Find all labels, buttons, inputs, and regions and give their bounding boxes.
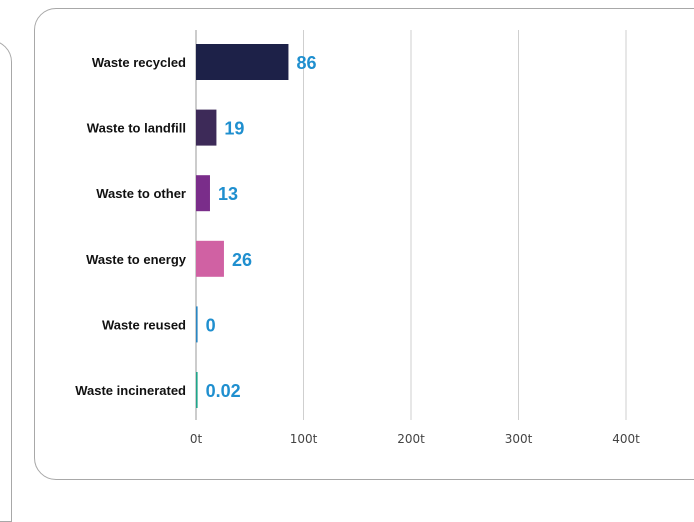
bar-value-label: 13: [218, 184, 238, 204]
x-tick-label: 300t: [505, 432, 533, 446]
gridlines: [195, 30, 627, 420]
value-labels: 86 19 13 26 0 0.02: [206, 53, 317, 401]
category-label: Waste reused: [102, 317, 186, 332]
x-tick-label: 0t: [190, 432, 203, 446]
x-tick-label: 400t: [612, 432, 640, 446]
bar-value-label: 86: [296, 53, 316, 73]
x-tick-label: 200t: [397, 432, 425, 446]
bar: [196, 109, 217, 146]
bar: [196, 240, 224, 277]
bar-value-label: 0: [206, 315, 216, 335]
chart-card: [34, 8, 694, 480]
category-label: Waste recycled: [92, 55, 186, 70]
category-labels: Waste recycled Waste to landfill Waste to …: [75, 55, 187, 398]
bar: [196, 44, 289, 80]
category-label: Waste to energy: [86, 252, 187, 267]
waste-bar-chart: Waste recycled Waste to landfill Waste to …: [75, 30, 640, 446]
category-label: Waste incinerated: [75, 383, 186, 398]
bar: [196, 306, 198, 343]
x-tick-label: 100t: [290, 432, 318, 446]
category-label: Waste to landfill: [87, 121, 186, 136]
bar-value-label: 26: [232, 250, 252, 270]
x-axis-ticks: 0t100t200t300t400t500t600t700t800t: [190, 432, 640, 446]
bar: [196, 175, 210, 212]
bar-value-label: 19: [224, 119, 244, 139]
bar: [196, 372, 198, 408]
bar-value-label: 0.02: [206, 381, 241, 401]
category-label: Waste to other: [96, 186, 186, 201]
bars: [196, 44, 289, 408]
